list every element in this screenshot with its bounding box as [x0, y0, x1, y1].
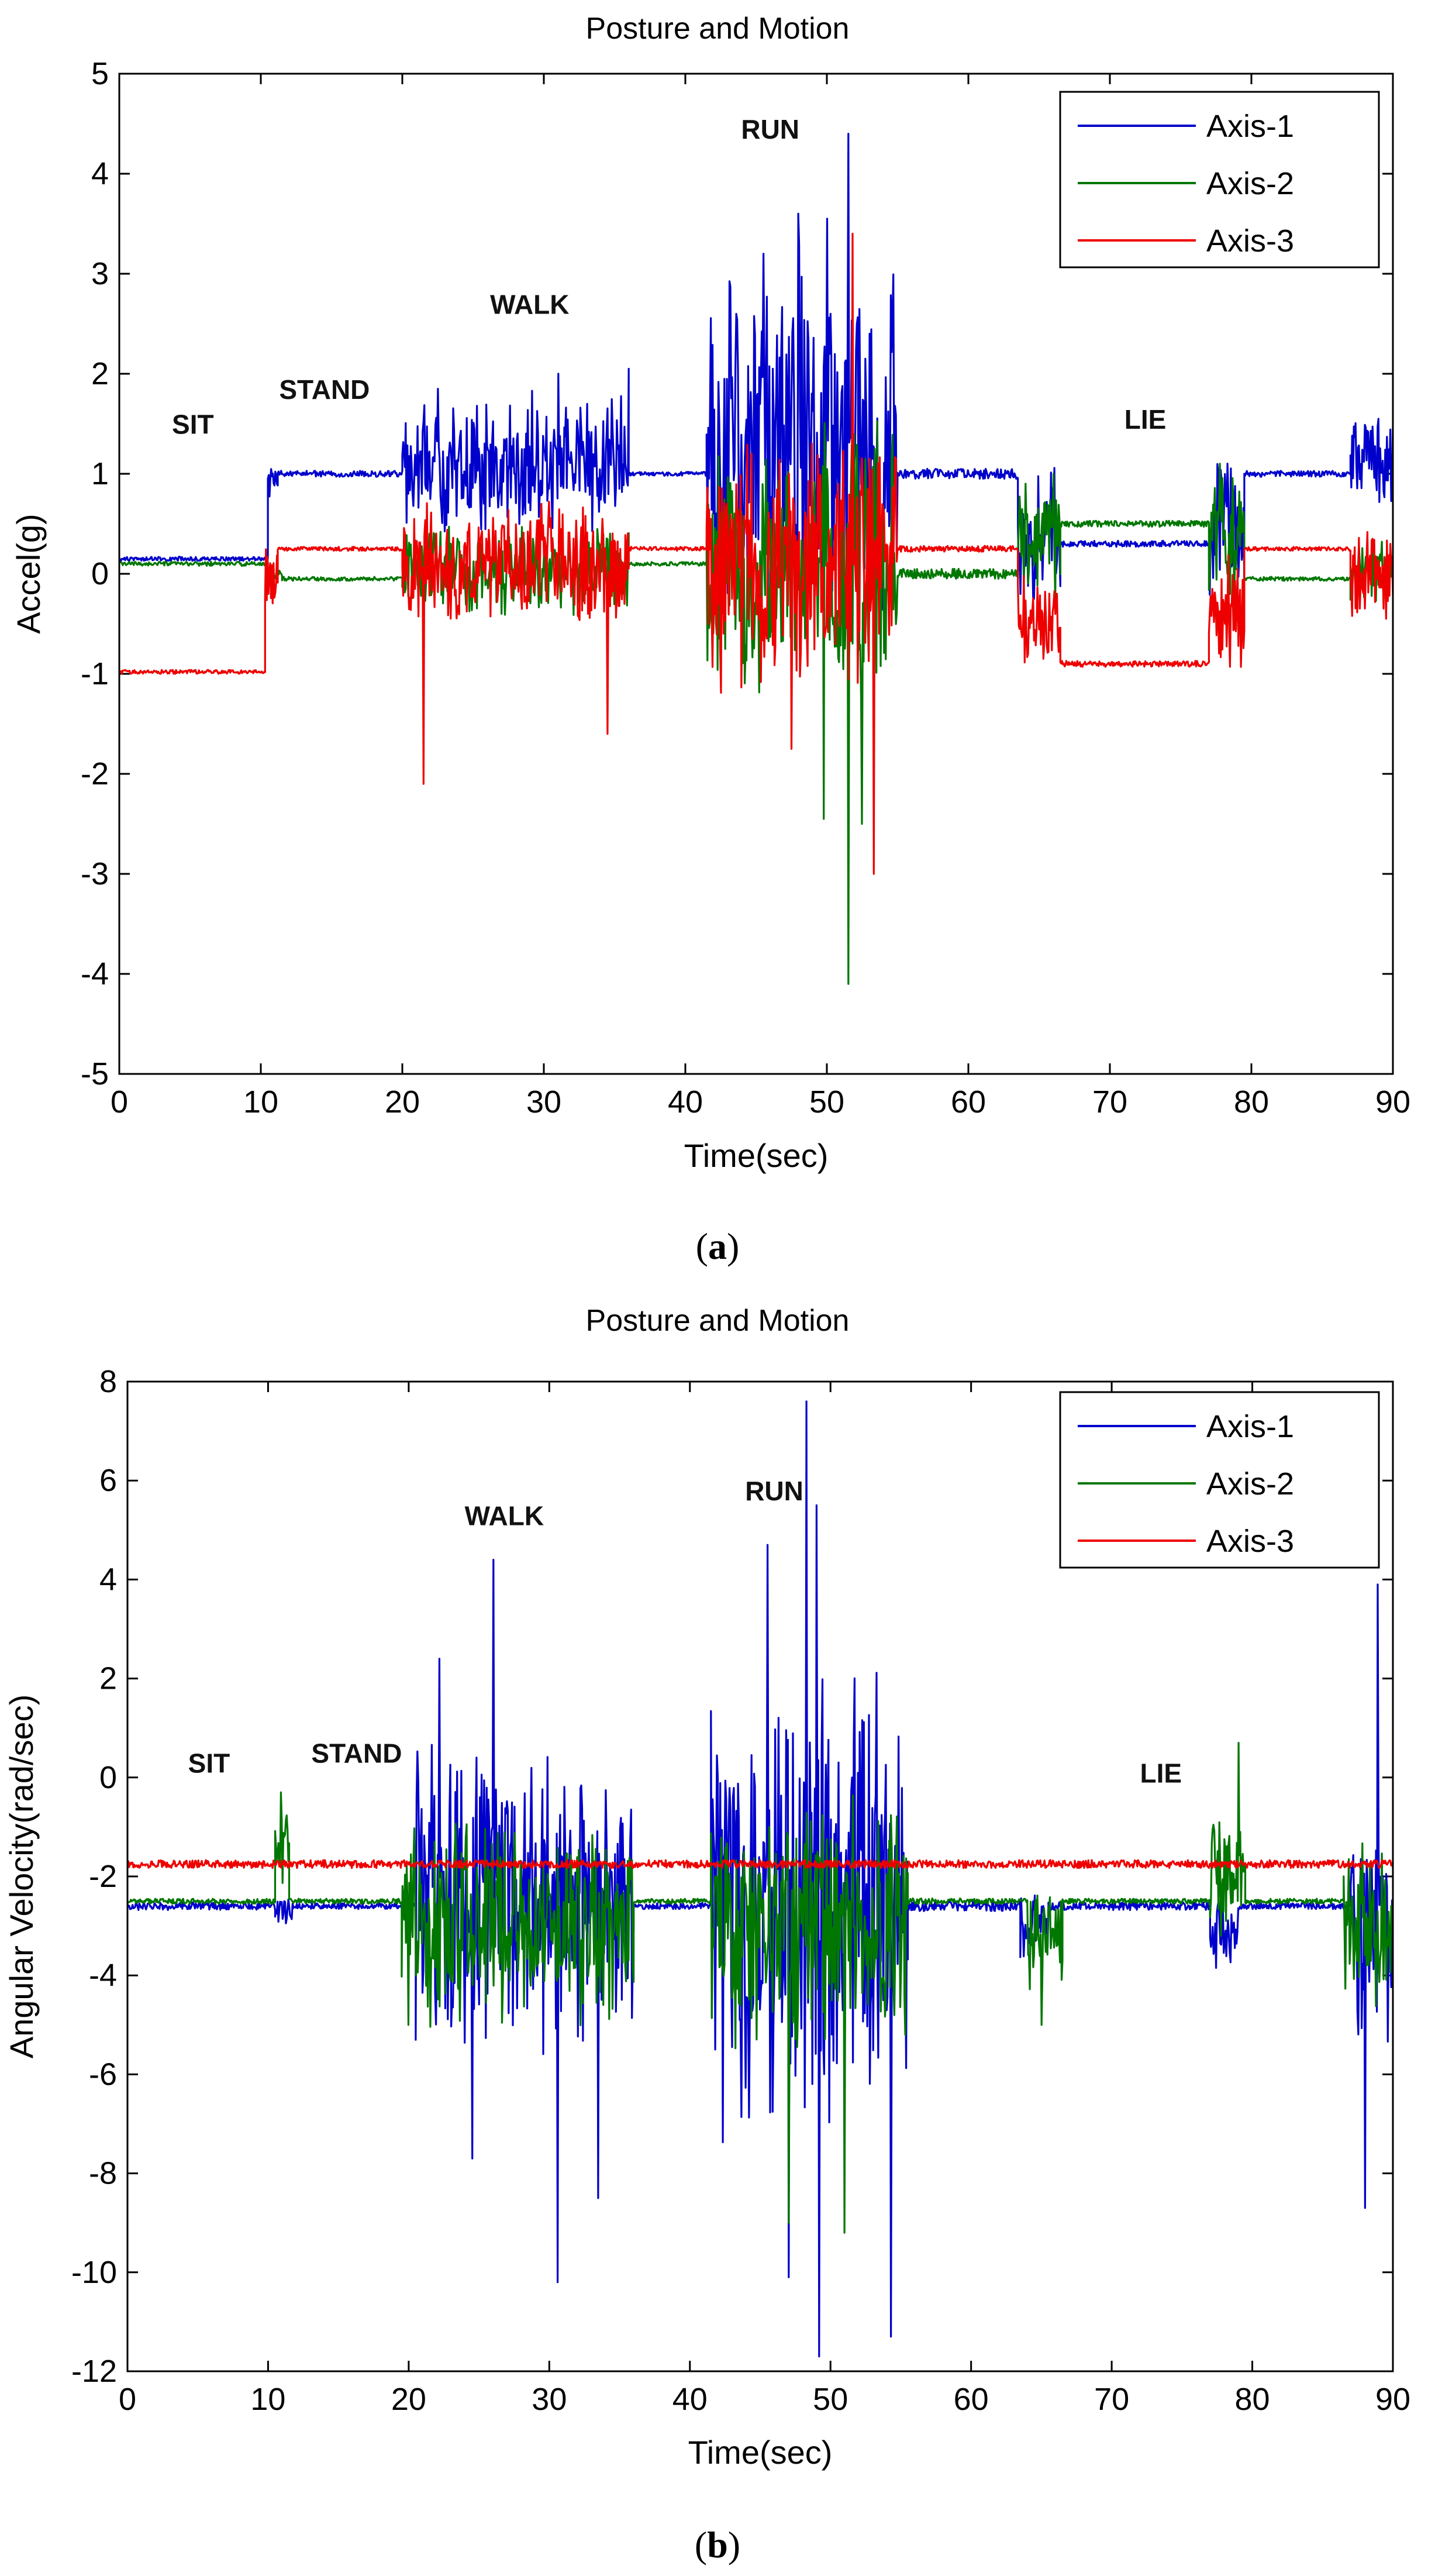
y-axis-label: Angular Velocity(rad/sec): [3, 1695, 40, 2059]
x-tick-label: 50: [813, 2382, 848, 2417]
x-tick-label: 60: [954, 2382, 989, 2417]
caption-open-paren: (: [696, 1225, 708, 1267]
x-tick-label: 70: [1092, 1084, 1127, 1120]
legend: Axis-1 Axis-2 Axis-3: [1059, 1391, 1380, 1569]
x-tick-label: 60: [951, 1084, 986, 1120]
x-tick-label: 70: [1094, 2382, 1129, 2417]
chart-title: Posture and Motion: [586, 12, 850, 46]
x-tick-label: 30: [532, 2382, 567, 2417]
x-tick-labels: 0 10 20 30 40 50 60 70 80 90: [119, 1382, 1410, 2417]
y-tick-label: -2: [89, 1859, 117, 1894]
y-tick-label: -2: [81, 756, 109, 791]
y-tick-label: -10: [71, 2255, 117, 2290]
x-tick-label: 10: [243, 1084, 278, 1120]
annotation-walk: WALK: [490, 289, 569, 319]
annotation-sit: SIT: [188, 1748, 230, 1778]
x-tick-label: 40: [672, 2382, 708, 2417]
legend-label: Axis-1: [1206, 109, 1294, 144]
legend-label: Axis-3: [1206, 1524, 1294, 1559]
y-axis-label: Accel(g): [10, 514, 47, 633]
x-tick-label: 20: [391, 2382, 426, 2417]
x-tick-label: 0: [111, 1084, 128, 1120]
annotation-stand: STAND: [311, 1738, 402, 1768]
y-tick-labels: -5 -4 -3 -2 -1 0 1 2 3 4 5: [81, 56, 1393, 1091]
activity-annotations: SIT STAND WALK RUN LIE: [188, 1476, 1182, 1788]
caption-letter: b: [707, 2524, 728, 2565]
x-tick-label: 10: [250, 2382, 285, 2417]
series-line-axis-1: [119, 133, 1393, 635]
x-tick-label: 40: [668, 1084, 703, 1120]
x-axis-label: Time(sec): [688, 2434, 833, 2471]
x-tick-label: 90: [1375, 1084, 1410, 1120]
y-tick-labels: -12 -10 -8 -6 -4 -2 0 2 4 6 8: [71, 1364, 1393, 2389]
y-tick-label: -6: [89, 2057, 117, 2092]
legend-label: Axis-2: [1206, 1466, 1294, 1501]
panel-b: Posture and Motion -12 -10 -8 -6 -4 -2 0 2 4 6 8 0…: [3, 1304, 1410, 2565]
x-tick-label: 20: [385, 1084, 420, 1120]
y-tick-label: 0: [91, 556, 109, 591]
y-tick-label: -5: [81, 1056, 109, 1091]
annotation-run: RUN: [745, 1476, 803, 1506]
caption-close-paren: ): [727, 1225, 739, 1267]
x-tick-label: 30: [526, 1084, 561, 1120]
panel-caption: (b): [695, 2524, 740, 2565]
plot-border: [126, 1380, 1394, 2372]
legend-label: Axis-2: [1206, 166, 1294, 201]
caption-letter: a: [708, 1225, 727, 1267]
y-tick-label: 5: [91, 56, 109, 91]
x-tick-labels: 0 10 20 30 40 50 60 70 80 90: [111, 74, 1410, 1120]
annotation-lie: LIE: [1124, 404, 1167, 435]
y-tick-label: 6: [99, 1463, 117, 1498]
activity-annotations: SIT STAND WALK RUN LIE: [172, 114, 1166, 439]
y-tick-label: 3: [91, 256, 109, 291]
series-layer: [127, 1400, 1393, 2358]
series-line-axis-3: [119, 233, 1393, 875]
caption-close-paren: ): [728, 2524, 740, 2565]
series-line-axis-2: [127, 1742, 1393, 2234]
y-tick-label: 4: [99, 1562, 117, 1597]
x-tick-label: 0: [119, 2382, 136, 2417]
y-tick-label: 8: [99, 1364, 117, 1399]
legend-label: Axis-3: [1206, 223, 1294, 259]
y-tick-label: -3: [81, 856, 109, 891]
x-tick-label: 50: [809, 1084, 844, 1120]
series-line-axis-3: [127, 1859, 1393, 1869]
legend-label: Axis-1: [1206, 1409, 1294, 1444]
legend-box: [1059, 1391, 1380, 1569]
y-tick-label: -8: [89, 2156, 117, 2191]
chart-title: Posture and Motion: [586, 1304, 850, 1338]
annotation-sit: SIT: [172, 409, 214, 440]
y-tick-label: -1: [81, 656, 109, 691]
annotation-run: RUN: [741, 114, 799, 144]
legend-box: [1059, 91, 1380, 268]
legend: Axis-1 Axis-2 Axis-3: [1059, 91, 1380, 268]
x-tick-label: 80: [1234, 1084, 1269, 1120]
y-tick-label: 2: [91, 356, 109, 391]
panel-a: Posture and Motion -5 -4 -3 -2 -1 0 1 2 3 4 5 0 10 2…: [10, 12, 1410, 1267]
annotation-lie: LIE: [1140, 1758, 1182, 1788]
panel-caption: (a): [696, 1225, 740, 1267]
annotation-walk: WALK: [465, 1500, 544, 1531]
series-line-axis-1: [127, 1400, 1393, 2358]
plot-border: [118, 73, 1394, 1075]
y-tick-label: 2: [99, 1661, 117, 1696]
y-tick-label: 4: [91, 156, 109, 191]
y-tick-label: 0: [99, 1760, 117, 1795]
y-tick-label: 1: [91, 456, 109, 491]
x-tick-label: 80: [1235, 2382, 1270, 2417]
annotation-stand: STAND: [279, 374, 370, 405]
y-tick-label: -12: [71, 2354, 117, 2389]
x-axis-label: Time(sec): [684, 1137, 829, 1174]
y-tick-label: -4: [81, 956, 109, 991]
x-tick-label: 90: [1375, 2382, 1410, 2417]
y-tick-label: -4: [89, 1958, 117, 1993]
series-layer: [119, 133, 1393, 985]
caption-open-paren: (: [695, 2524, 707, 2565]
